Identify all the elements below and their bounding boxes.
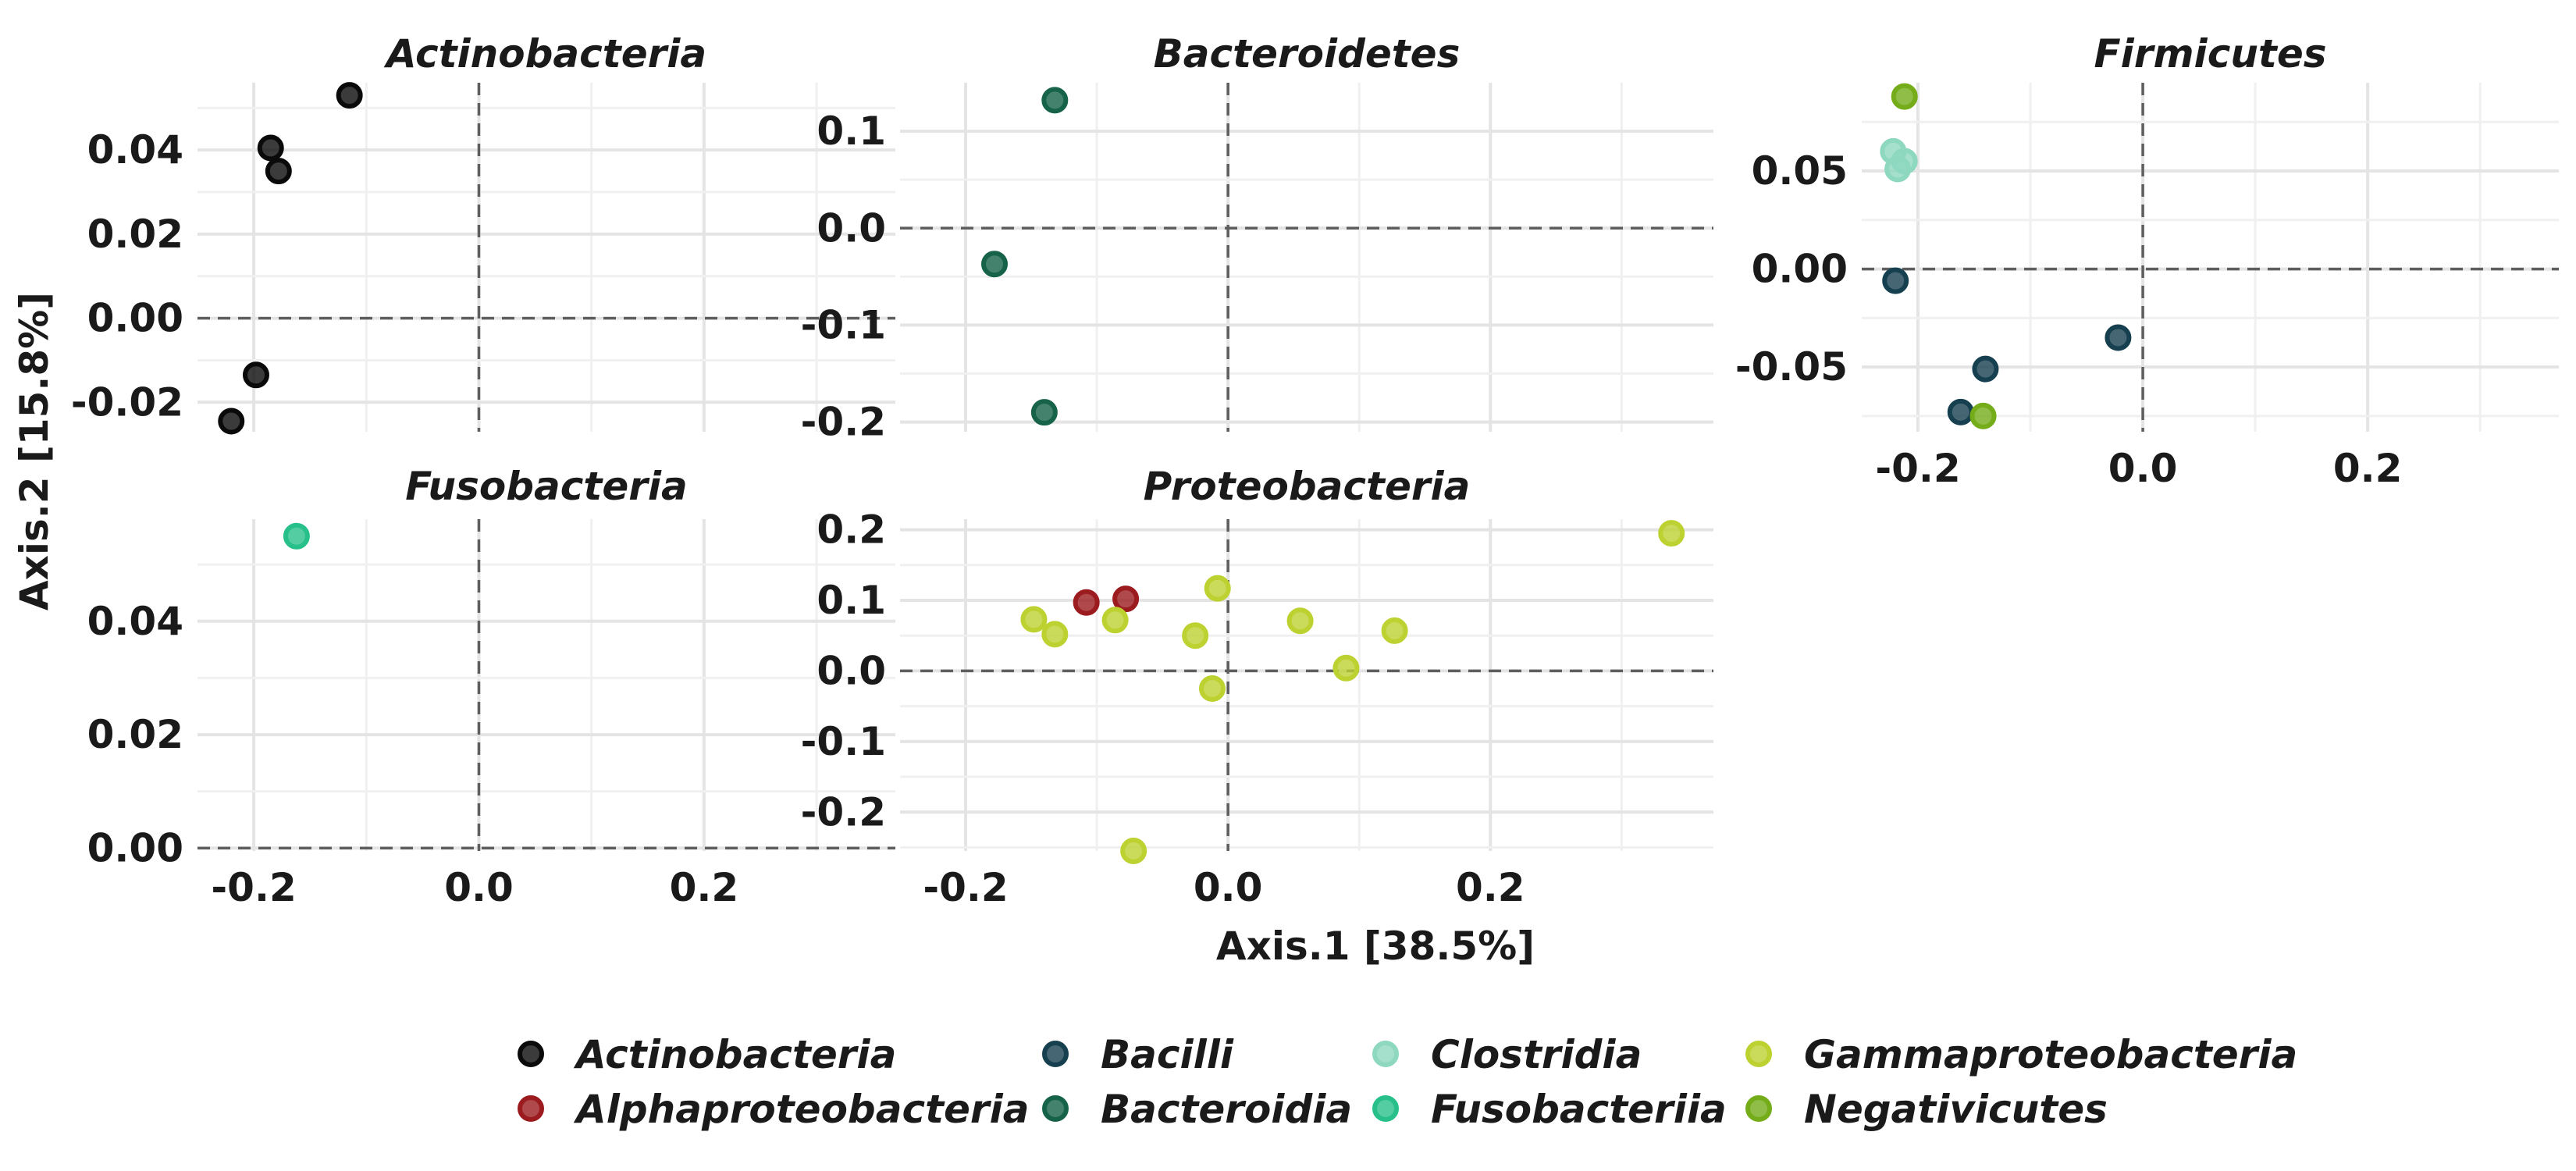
y-tick-label: 0.02 [87, 712, 183, 757]
y-tick-label: 0.04 [87, 599, 183, 644]
y-tick-label: 0.0 [817, 205, 886, 251]
x-tick-label: 0.0 [2108, 446, 2178, 491]
y-axis-title: Axis.2 [15.8%] [12, 292, 57, 610]
legend-item-clostridia: Clostridia [1372, 1032, 1642, 1077]
legend: Actinobacteria Alphaproteobacteria Bacilli… [518, 1032, 2297, 1132]
legend-item-fusobacteriia: Fusobacteriia [1372, 1087, 1727, 1132]
x-tick-label: 0.2 [670, 865, 739, 910]
legend-swatch [1745, 1041, 1772, 1067]
panel-title: Fusobacteria [405, 464, 688, 509]
legend-label: Actinobacteria [573, 1032, 896, 1077]
legend-swatch [518, 1095, 544, 1122]
legend-swatch [1042, 1041, 1069, 1067]
y-tick-label: 0.2 [817, 507, 886, 553]
data-point-gammaproteobacteria [1020, 606, 1048, 633]
x-tick-label: -0.2 [211, 865, 296, 910]
data-point-gammaproteobacteria [1658, 520, 1685, 547]
panel-actinobacteria: Actinobacteria -0.02 0.00 0.02 0.04 [71, 31, 895, 435]
panel-title: Firmicutes [2094, 31, 2327, 77]
y-tick-label: -0.1 [801, 302, 886, 347]
legend-label: Bacteroidia [1101, 1087, 1352, 1132]
y-tick-label: -0.2 [801, 400, 886, 445]
legend-item-gammaproteobacteria: Gammaproteobacteria [1745, 1032, 2297, 1077]
y-tick-label: 0.00 [1752, 247, 1848, 292]
legend-label: Clostridia [1431, 1032, 1642, 1077]
y-tick-label: -0.05 [1735, 344, 1848, 390]
data-point-gammaproteobacteria [1332, 654, 1360, 682]
data-point-bacteroidia [1030, 399, 1058, 426]
data-point-alphaproteobacteria [1073, 589, 1100, 616]
data-point-gammaproteobacteria [1204, 575, 1231, 602]
x-axis-title: Axis.1 [38.5%] [1216, 924, 1535, 969]
data-point-gammaproteobacteria [1182, 622, 1209, 650]
legend-swatch [1745, 1095, 1772, 1122]
legend-swatch [1372, 1095, 1399, 1122]
x-tick-label: 0.2 [2333, 446, 2403, 491]
data-point-alphaproteobacteria [1112, 586, 1140, 613]
legend-swatch [1372, 1041, 1399, 1067]
legend-item-alphaproteobacteria: Alphaproteobacteria [518, 1087, 1029, 1132]
data-point-gammaproteobacteria [1286, 607, 1314, 635]
data-point-clostridia [1884, 155, 1912, 183]
data-point-gammaproteobacteria [1041, 621, 1069, 648]
x-tick-label: 0.2 [1456, 865, 1525, 910]
legend-item-actinobacteria: Actinobacteria [518, 1032, 896, 1077]
data-point-bacilli [1947, 398, 1974, 425]
legend-label: Alphaproteobacteria [573, 1087, 1029, 1132]
data-point-actinobacteria [242, 361, 269, 389]
legend-item-bacilli: Bacilli [1042, 1032, 1234, 1077]
panels-layer: Actinobacteria -0.02 0.00 0.02 0.04 Bacteroid… [71, 31, 2559, 910]
y-tick-label: 0.1 [817, 109, 886, 154]
data-point-gammaproteobacteria [1101, 607, 1129, 634]
data-point-actinobacteria [336, 82, 363, 109]
data-point-bacteroidia [1041, 87, 1069, 114]
x-tick-label: 0.0 [444, 865, 514, 910]
x-tick-label: 0.0 [1194, 865, 1263, 910]
x-tick-label: -0.2 [1875, 446, 1960, 491]
y-tick-label: 0.1 [817, 578, 886, 623]
legend-swatch [1042, 1095, 1069, 1122]
legend-label: Bacilli [1101, 1032, 1234, 1077]
legend-item-negativicutes: Negativicutes [1745, 1087, 2108, 1132]
data-point-bacilli [1972, 355, 1999, 383]
y-tick-label: 0.00 [87, 296, 183, 341]
data-point-gammaproteobacteria [1198, 675, 1226, 703]
panel-title: Actinobacteria [383, 31, 706, 77]
data-point-fusobacteriia [283, 522, 310, 550]
data-point-bacteroidia [981, 251, 1009, 278]
y-tick-label: -0.1 [801, 719, 886, 764]
panel-title: Bacteroidetes [1154, 31, 1461, 77]
data-point-negativicutes [1891, 83, 1918, 110]
panel-title: Proteobacteria [1144, 464, 1471, 509]
data-point-gammaproteobacteria [1120, 838, 1147, 864]
data-point-bacilli [2105, 324, 2132, 351]
legend-label: Fusobacteriia [1431, 1087, 1727, 1132]
data-point-actinobacteria [257, 134, 284, 162]
legend-label: Gammaproteobacteria [1804, 1032, 2297, 1077]
data-point-negativicutes [1969, 402, 1997, 429]
y-tick-label: 0.05 [1752, 148, 1848, 194]
y-tick-label: 0.02 [87, 212, 183, 257]
panel-proteobacteria: Proteobacteria -0.2 -0.1 0.0 0.1 0.2 -0.2 0.0 0.… [801, 464, 1713, 910]
panel-fusobacteria: Fusobacteria 0.00 0.02 0.04 -0.2 0.0 0.2 [87, 464, 895, 910]
legend-item-bacteroidia: Bacteroidia [1042, 1087, 1352, 1132]
y-tick-label: 0.00 [87, 825, 183, 870]
data-point-bacilli [1882, 267, 1909, 294]
panel-bacteroidetes: Bacteroidetes -0.2 -0.1 0.0 0.1 [801, 31, 1713, 445]
data-point-actinobacteria [265, 158, 292, 185]
y-tick-label: -0.2 [801, 789, 886, 835]
legend-label: Negativicutes [1804, 1087, 2108, 1132]
data-point-actinobacteria [218, 408, 245, 435]
y-tick-label: 0.04 [87, 127, 183, 173]
data-point-gammaproteobacteria [1381, 617, 1408, 644]
legend-swatch [518, 1041, 544, 1067]
panel-firmicutes: Firmicutes -0.05 0.00 0.05 -0.2 0.0 0.2 [1735, 31, 2559, 491]
y-tick-label: 0.0 [817, 648, 886, 693]
x-tick-label: -0.2 [923, 865, 1008, 910]
y-tick-label: -0.02 [71, 379, 183, 425]
